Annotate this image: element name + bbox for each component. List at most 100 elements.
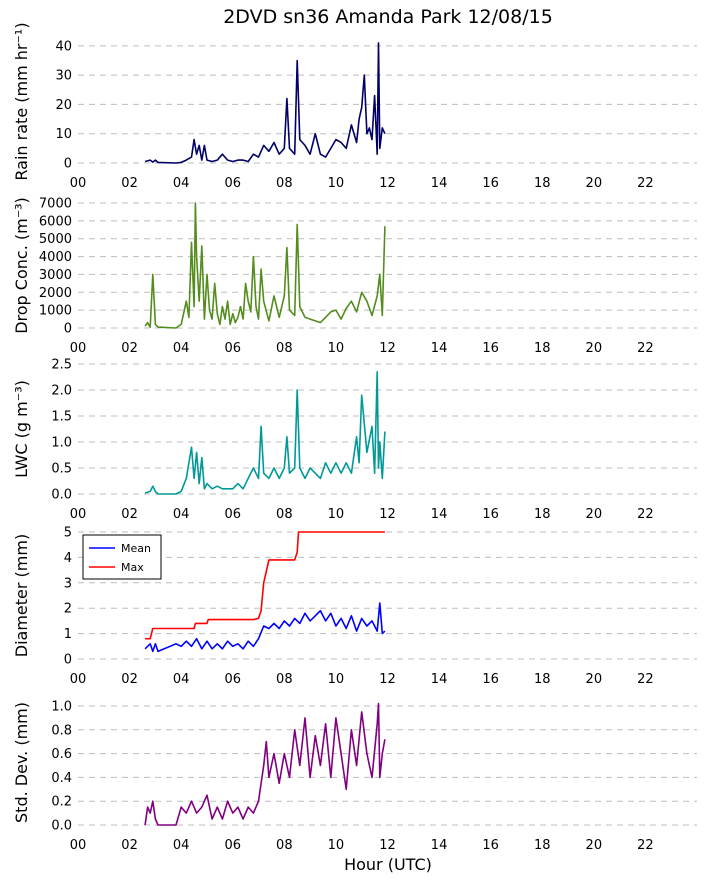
x-tick-label: 12 — [379, 672, 396, 687]
x-tick-label: 12 — [379, 838, 396, 853]
y-tick-label: 0.6 — [51, 747, 72, 762]
y-axis-label: Std. Dev. (mm) — [12, 702, 31, 823]
y-tick-label: 0.2 — [51, 795, 72, 810]
x-tick-label: 04 — [173, 341, 190, 356]
x-tick-label: 04 — [173, 672, 190, 687]
legend-label: Max — [121, 561, 144, 574]
x-tick-label: 10 — [328, 507, 345, 522]
y-tick-label: 1000 — [39, 304, 72, 319]
x-tick-label: 06 — [224, 341, 241, 356]
x-tick-label: 18 — [534, 176, 551, 191]
y-tick-label: 2 — [64, 602, 72, 617]
x-tick-label: 02 — [121, 176, 138, 191]
x-tick-label: 02 — [121, 507, 138, 522]
x-tick-label: 10 — [328, 672, 345, 687]
y-tick-label: 5000 — [39, 232, 72, 247]
x-tick-label: 00 — [70, 838, 87, 853]
y-tick-label: 2.0 — [51, 384, 72, 399]
x-tick-label: 16 — [482, 838, 499, 853]
x-tick-label: 16 — [482, 672, 499, 687]
x-tick-label: 14 — [431, 507, 448, 522]
x-tick-label: 22 — [637, 341, 654, 356]
y-tick-label: 20 — [55, 98, 72, 113]
y-tick-label: 0.8 — [51, 723, 72, 738]
x-tick-label: 10 — [328, 176, 345, 191]
y-axis-label: Rain rate (mm hr⁻¹) — [12, 22, 31, 180]
x-tick-label: 02 — [121, 838, 138, 853]
y-tick-label: 1.5 — [51, 410, 72, 425]
x-tick-label: 10 — [328, 341, 345, 356]
figure-title: 2DVD sn36 Amanda Park 12/08/15 — [223, 6, 553, 28]
x-tick-label: 20 — [586, 341, 603, 356]
y-tick-label: 10 — [55, 127, 72, 142]
x-tick-label: 00 — [70, 672, 87, 687]
y-tick-label: 30 — [55, 69, 72, 84]
series-line — [144, 202, 386, 329]
series-line — [144, 702, 386, 826]
x-tick-label: 10 — [328, 838, 345, 853]
x-tick-label: 16 — [482, 176, 499, 191]
x-tick-label: 14 — [431, 341, 448, 356]
x-tick-label: 08 — [276, 838, 293, 853]
series-line — [144, 370, 386, 495]
x-tick-label: 14 — [431, 838, 448, 853]
x-tick-label: 02 — [121, 672, 138, 687]
y-tick-label: 1 — [64, 627, 72, 642]
y-tick-label: 5 — [64, 526, 72, 541]
y-tick-label: 1.0 — [51, 436, 72, 451]
x-tick-label: 08 — [276, 176, 293, 191]
x-tick-label: 22 — [637, 838, 654, 853]
x-tick-label: 18 — [534, 341, 551, 356]
y-axis-label: Drop Conc. (m⁻³) — [12, 197, 31, 334]
x-tick-label: 06 — [224, 672, 241, 687]
x-tick-label: 20 — [586, 838, 603, 853]
x-tick-label: 20 — [586, 672, 603, 687]
x-tick-label: 06 — [224, 176, 241, 191]
series-line-max — [145, 531, 385, 640]
y-tick-label: 4000 — [39, 250, 72, 265]
y-axis-label: LWC (g m⁻³) — [12, 380, 31, 478]
y-tick-label: 7000 — [39, 197, 72, 212]
x-tick-label: 00 — [70, 341, 87, 356]
x-tick-label: 08 — [276, 341, 293, 356]
x-tick-label: 04 — [173, 176, 190, 191]
x-tick-label: 04 — [173, 838, 190, 853]
x-tick-label: 08 — [276, 507, 293, 522]
x-tick-label: 12 — [379, 507, 396, 522]
x-tick-label: 00 — [70, 176, 87, 191]
x-tick-label: 08 — [276, 672, 293, 687]
y-tick-label: 2.5 — [51, 358, 72, 373]
x-tick-label: 14 — [431, 672, 448, 687]
x-tick-label: 12 — [379, 341, 396, 356]
x-tick-label: 16 — [482, 507, 499, 522]
x-tick-label: 18 — [534, 507, 551, 522]
x-axis-label: Hour (UTC) — [344, 855, 432, 874]
x-tick-label: 16 — [482, 341, 499, 356]
x-tick-label: 20 — [586, 176, 603, 191]
x-tick-label: 06 — [224, 507, 241, 522]
x-tick-label: 12 — [379, 176, 396, 191]
y-tick-label: 3000 — [39, 268, 72, 283]
x-tick-label: 04 — [173, 507, 190, 522]
y-tick-label: 0.0 — [51, 488, 72, 503]
x-tick-label: 18 — [534, 838, 551, 853]
x-tick-label: 20 — [586, 507, 603, 522]
x-tick-label: 02 — [121, 341, 138, 356]
x-tick-label: 06 — [224, 838, 241, 853]
x-tick-label: 22 — [637, 672, 654, 687]
x-tick-label: 22 — [637, 507, 654, 522]
y-tick-label: 0 — [64, 322, 72, 337]
series-line — [144, 42, 386, 164]
y-tick-label: 0 — [64, 653, 72, 668]
y-tick-label: 3 — [64, 576, 72, 591]
legend-box — [82, 534, 162, 580]
series-line-mean — [144, 602, 386, 653]
y-tick-label: 4 — [64, 551, 72, 566]
y-tick-label: 1.0 — [51, 699, 72, 714]
y-tick-label: 40 — [55, 39, 72, 54]
x-tick-label: 00 — [70, 507, 87, 522]
y-tick-label: 0.5 — [51, 462, 72, 477]
y-tick-label: 0 — [64, 157, 72, 172]
y-tick-label: 0.0 — [51, 819, 72, 834]
